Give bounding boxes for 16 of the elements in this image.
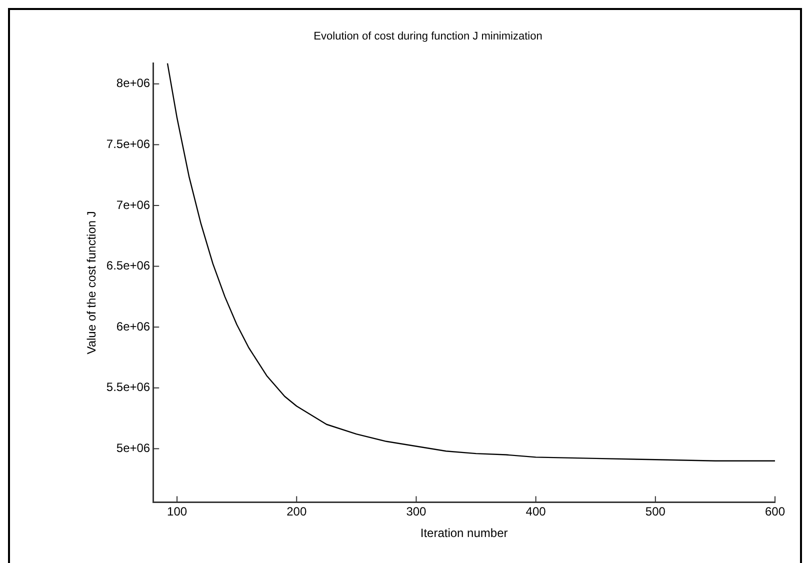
y-tick-label: 7.5e+06: [106, 136, 150, 151]
y-tick-label: 5e+06: [116, 441, 150, 456]
x-tick-label: 500: [645, 504, 666, 519]
y-tick-label: 6.5e+06: [106, 258, 150, 273]
y-tick-label: 6e+06: [116, 319, 150, 334]
x-tick-label: 200: [286, 504, 307, 519]
y-tick-label: 8e+06: [116, 76, 150, 90]
x-tick-label: 100: [167, 504, 188, 519]
x-tick-label: 400: [526, 504, 546, 519]
y-tick-label: 5.5e+06: [106, 380, 150, 394]
x-tick-label: 600: [764, 504, 786, 519]
chart-title: Evolution of cost during function J minimization: [314, 30, 542, 43]
x-axis-title: Iteration number: [420, 526, 508, 540]
y-tick-label: 7e+06: [116, 198, 150, 212]
y-axis-title: Value of the cost function J: [84, 211, 99, 354]
x-tick-label: 300: [406, 504, 427, 519]
